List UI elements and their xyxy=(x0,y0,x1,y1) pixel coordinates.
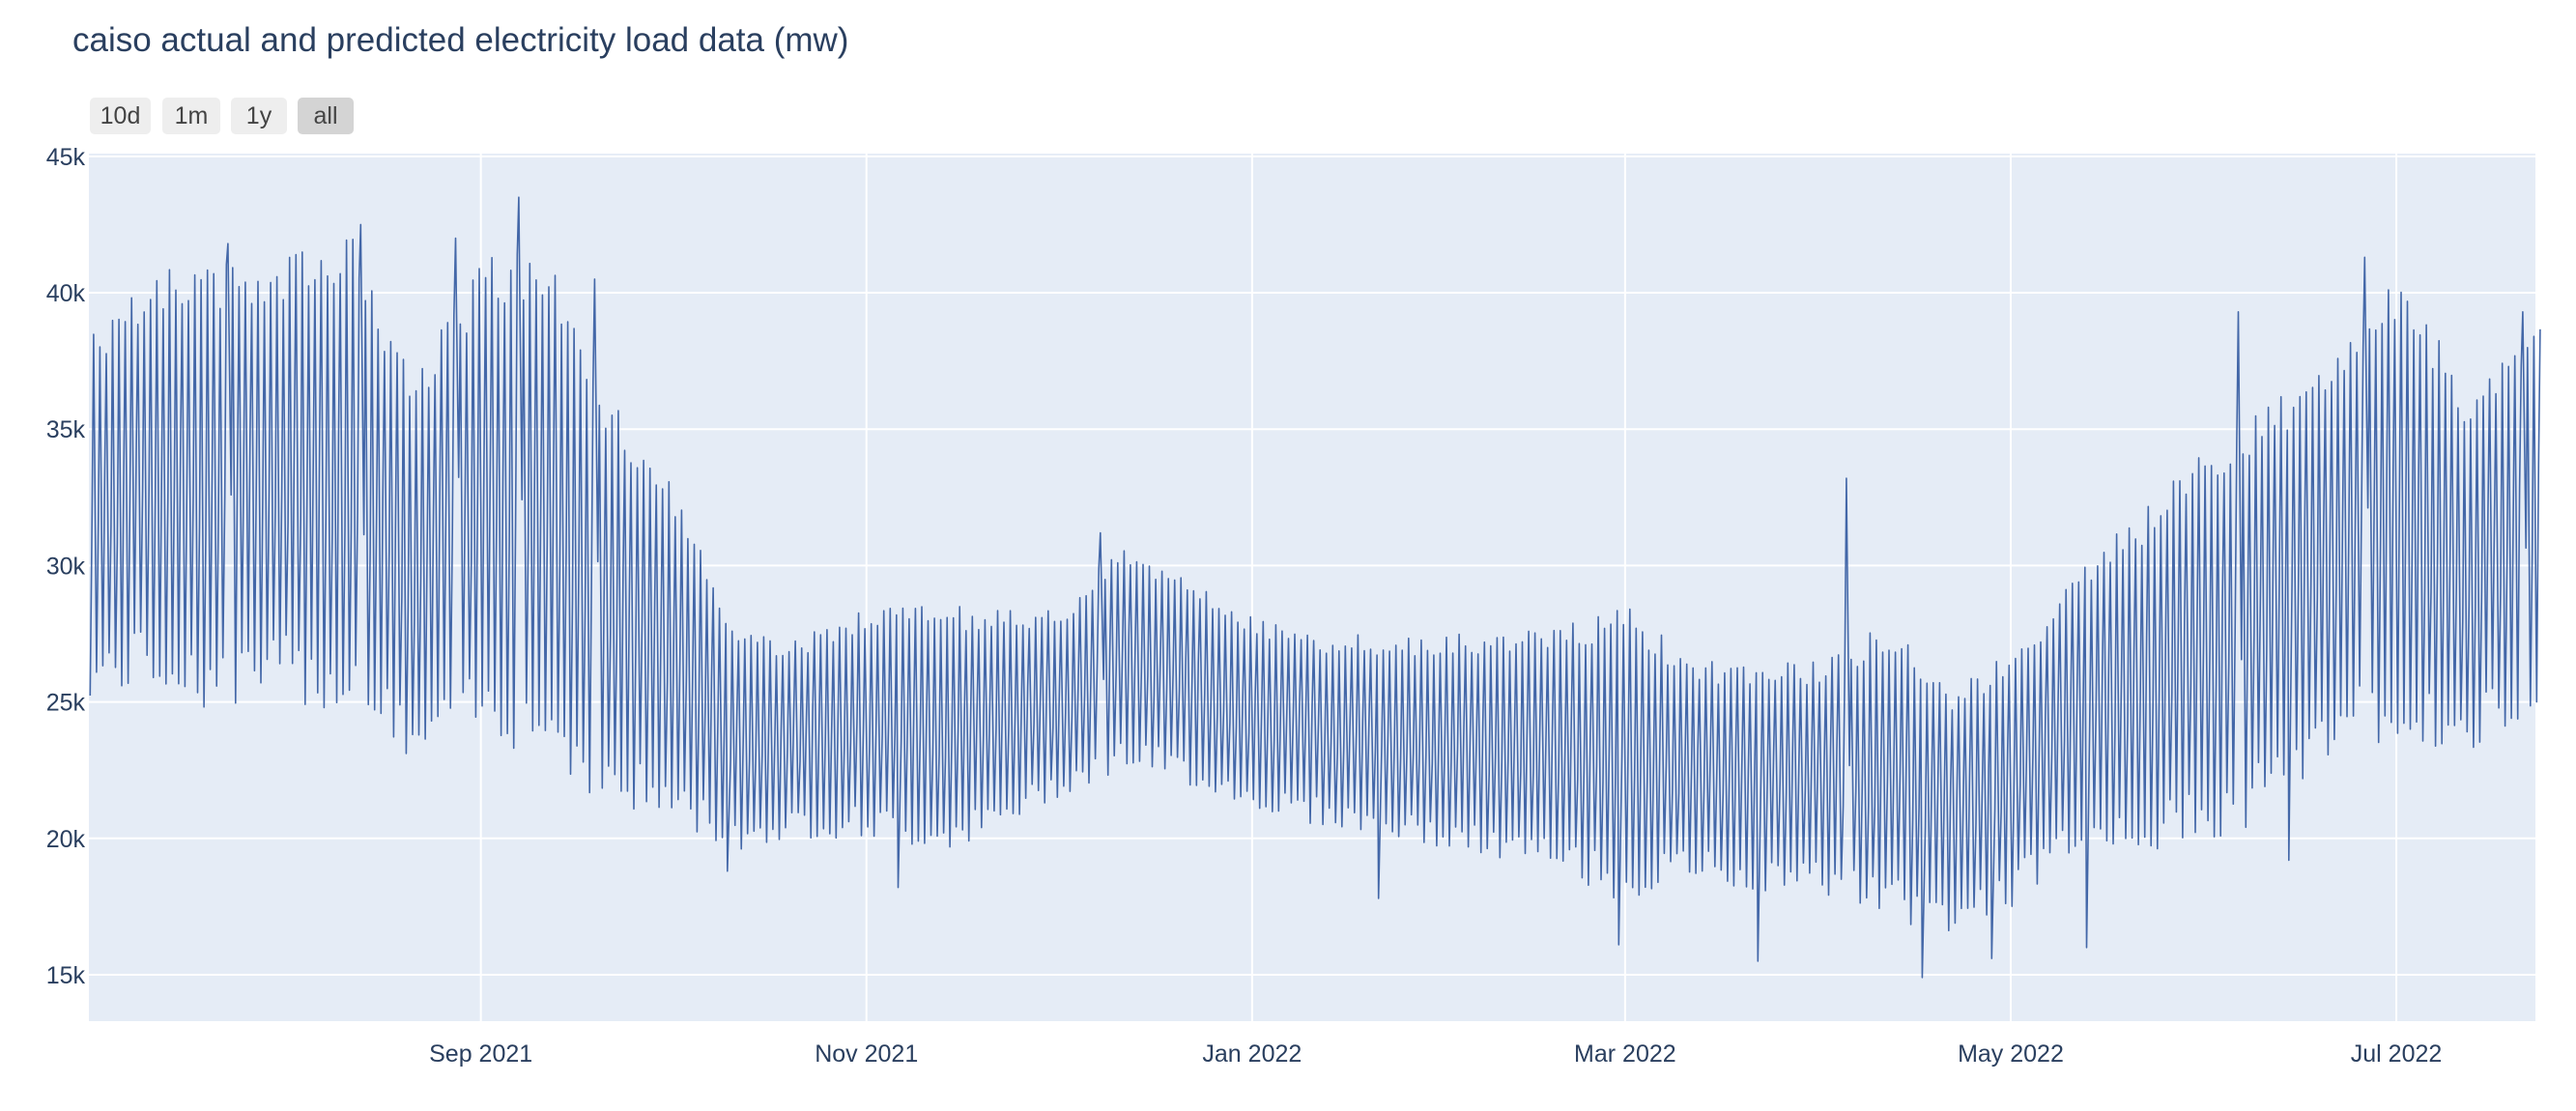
x-tick-label: Sep 2021 xyxy=(429,1040,532,1068)
x-tick-label: Nov 2021 xyxy=(815,1040,918,1068)
y-tick-label: 40k xyxy=(46,280,86,307)
chart-title: caiso actual and predicted electricity l… xyxy=(72,21,849,59)
x-axis-tick-labels: Sep 2021 Nov 2021 Jan 2022 Mar 2022 May 2022… xyxy=(429,1040,2442,1068)
x-tick-label: Jan 2022 xyxy=(1202,1040,1302,1068)
load-series-line[interactable] xyxy=(89,196,2541,979)
y-tick-label: 15k xyxy=(46,962,86,989)
range-button-all[interactable]: all xyxy=(298,98,354,134)
range-button-1y[interactable]: 1y xyxy=(231,98,287,134)
x-tick-label: May 2022 xyxy=(1958,1040,2064,1068)
range-button-10d[interactable]: 10d xyxy=(90,98,151,134)
y-axis-tick-labels: 15k 20k 25k 30k 35k 40k 45k xyxy=(46,144,86,989)
range-button-1m[interactable]: 1m xyxy=(162,98,220,134)
x-tick-label: Mar 2022 xyxy=(1574,1040,1676,1068)
y-tick-label: 20k xyxy=(46,826,86,853)
series-layer xyxy=(89,196,2541,979)
y-tick-label: 30k xyxy=(46,553,86,580)
y-tick-label: 35k xyxy=(46,416,86,443)
y-tick-label: 25k xyxy=(46,690,86,717)
x-tick-label: Jul 2022 xyxy=(2351,1040,2443,1068)
y-tick-label: 45k xyxy=(46,144,86,171)
